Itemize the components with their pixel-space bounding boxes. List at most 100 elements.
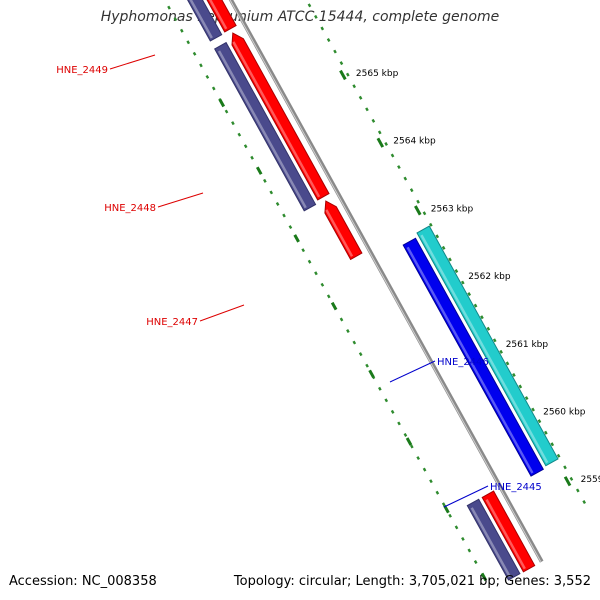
right-track-minor-tick (480, 315, 484, 320)
left-track-minor-tick (422, 467, 427, 472)
right-track-minor-tick (326, 38, 331, 42)
left-track-minor-tick (448, 513, 452, 518)
right-track-minor-tick (448, 257, 452, 262)
gene-leader-line (443, 485, 489, 508)
gene-leader-line (109, 54, 156, 70)
right-track-minor-tick (499, 349, 503, 354)
left-track-minor-tick (352, 340, 357, 345)
left-track-minor-tick (346, 329, 350, 334)
left-track-minor-tick (167, 5, 171, 10)
left-track-minor-tick (288, 225, 293, 230)
left-track-minor-tick (339, 317, 344, 322)
left-track-minor-tick (358, 352, 363, 357)
right-track-minor-tick (358, 95, 363, 100)
left-track-minor-tick (237, 132, 242, 137)
left-track-minor-tick (409, 444, 414, 449)
right-track-minor-tick (582, 500, 587, 504)
orf-hne-2449 (206, 0, 237, 33)
genome-backbone (228, 0, 544, 563)
right-track-minor-tick (397, 165, 401, 170)
right-track-minor-tick (339, 61, 344, 66)
left-track-minor-tick (473, 560, 478, 565)
right-track-minor-tick (371, 118, 376, 123)
left-track-minor-tick (435, 490, 440, 495)
right-track-minor-tick (403, 176, 408, 181)
genome-backbone-highlight (229, 0, 542, 562)
left-track-minor-tick (441, 502, 446, 507)
left-track-minor-tick (269, 190, 274, 195)
cds-hne-2448-highlight (217, 50, 307, 209)
right-track-minor-tick (467, 292, 472, 297)
right-track-minor-tick (569, 476, 574, 481)
left-track-minor-tick (301, 248, 306, 253)
major-tick-left (368, 369, 375, 379)
orf-hne-2448-highlight (232, 41, 321, 198)
feature-track (187, 0, 559, 581)
left-track-minor-tick (403, 432, 408, 437)
right-track-minor-tick (454, 269, 459, 273)
right-track-minor-tick (492, 338, 497, 343)
left-track-minor-tick (467, 548, 472, 553)
cds-hne-2449-highlight (189, 0, 213, 39)
left-track-minor-tick (211, 86, 216, 91)
right-track-minor-tick (563, 465, 567, 470)
gene-label-hne-2446[interactable]: HNE_2446 (437, 357, 489, 368)
right-track-minor-tick (486, 326, 491, 331)
right-track-minor-tick (512, 372, 516, 377)
cds-hne-2448 (214, 41, 317, 212)
gene-label-hne-2447[interactable]: HNE_2447 (146, 317, 198, 328)
right-track-minor-tick (352, 84, 357, 89)
kbp-label: 2560 kbp (543, 408, 586, 418)
gene-label-hne-2448[interactable]: HNE_2448 (104, 203, 156, 214)
right-track-minor-tick (575, 488, 580, 493)
left-track-minor-tick (326, 294, 331, 299)
left-track-minor-tick (320, 282, 325, 287)
right-track-minor-tick (531, 407, 535, 412)
left-track-minor-tick (275, 201, 280, 206)
left-track-minor-tick (263, 178, 267, 183)
right-track-minor-tick (416, 199, 420, 204)
left-track-minor-tick (192, 51, 197, 56)
right-track-minor-tick (441, 245, 446, 250)
gene-leader-line (157, 192, 204, 208)
right-track-minor-tick (518, 384, 523, 389)
left-track-minor-tick (397, 421, 401, 426)
cds-next-bottom-highlight (470, 507, 511, 578)
major-tick-left (218, 98, 226, 108)
orf-hne-2449-highlight (208, 0, 228, 30)
major-tick-right (414, 205, 422, 216)
tick-track-right (307, 3, 587, 504)
left-track-minor-tick (384, 398, 389, 403)
right-track-minor-tick (377, 130, 382, 135)
left-track-minor-tick (429, 479, 433, 484)
gene-label-hne-2445[interactable]: HNE_2445 (490, 482, 542, 493)
cds-hne-2449 (187, 0, 223, 42)
orf-hne-2446 (416, 225, 559, 467)
right-track-minor-tick (365, 107, 369, 112)
major-tick-left (330, 301, 338, 311)
right-track-minor-tick (473, 303, 478, 308)
left-track-minor-tick (205, 74, 210, 79)
left-track-minor-tick (282, 213, 286, 218)
right-track-minor-tick (422, 211, 427, 216)
right-track-minor-tick (435, 234, 440, 239)
backbone-track (228, 0, 544, 563)
left-track-minor-tick (416, 456, 421, 461)
gene-leader-line (199, 304, 245, 322)
ruler-labels: 2565 kbp 2564 kbp 2563 kbp 2562 kbp 2561 kbp… (356, 69, 600, 485)
gene-label-hne-2449[interactable]: HNE_2449 (56, 65, 108, 76)
orf-hne-2447-highlight (325, 209, 354, 257)
kbp-label: 2559 kbp (581, 475, 600, 485)
left-track-minor-tick (224, 109, 229, 114)
left-track-minor-tick (179, 28, 184, 33)
kbp-label: 2565 kbp (356, 69, 399, 79)
cds-next-bottom (466, 498, 521, 581)
left-track-minor-tick (199, 63, 203, 68)
major-tick-right (376, 137, 385, 148)
topology-text: Topology: circular; Length: 3,705,021 bp… (233, 574, 591, 589)
right-track-minor-tick (333, 49, 337, 54)
orf-next-bottom-highlight (485, 499, 526, 570)
left-track-minor-tick (173, 17, 178, 22)
